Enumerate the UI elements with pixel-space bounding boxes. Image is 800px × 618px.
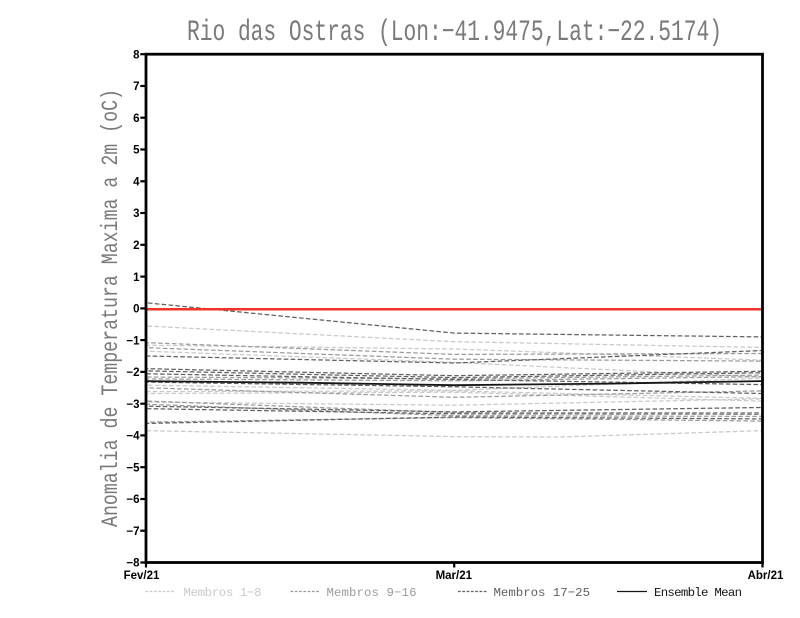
svg-text:−3: −3: [126, 399, 139, 411]
svg-text:2: 2: [133, 240, 139, 252]
svg-text:−8: −8: [126, 558, 140, 570]
svg-text:−2: −2: [126, 367, 139, 379]
svg-text:Anomalia de Temperatura Maxima: Anomalia de Temperatura Maxima a 2m (oC): [99, 89, 125, 527]
svg-text:Fev/21: Fev/21: [124, 570, 160, 582]
svg-text:Rio das Ostras (Lon:−41.9475,L: Rio das Ostras (Lon:−41.9475,Lat:−22.517…: [187, 16, 722, 49]
svg-text:7: 7: [133, 81, 139, 93]
svg-text:4: 4: [133, 177, 140, 189]
svg-text:Membros 1−8: Membros 1−8: [184, 586, 262, 600]
svg-text:1: 1: [133, 272, 140, 284]
svg-text:Mar/21: Mar/21: [436, 570, 473, 582]
svg-text:−6: −6: [126, 494, 139, 506]
svg-text:6: 6: [133, 113, 139, 125]
svg-text:Abr/21: Abr/21: [748, 570, 784, 582]
svg-text:0: 0: [133, 304, 139, 316]
svg-text:−1: −1: [126, 335, 140, 347]
svg-text:−7: −7: [126, 526, 139, 538]
svg-text:8: 8: [133, 49, 140, 61]
svg-text:Ensemble Mean: Ensemble Mean: [654, 586, 742, 600]
svg-text:5: 5: [133, 145, 140, 157]
svg-text:Membros 9−16: Membros 9−16: [327, 586, 417, 600]
svg-text:3: 3: [133, 208, 139, 220]
svg-text:−5: −5: [126, 462, 140, 474]
svg-text:Membros 17−25: Membros 17−25: [494, 586, 591, 600]
svg-text:−4: −4: [126, 431, 140, 443]
